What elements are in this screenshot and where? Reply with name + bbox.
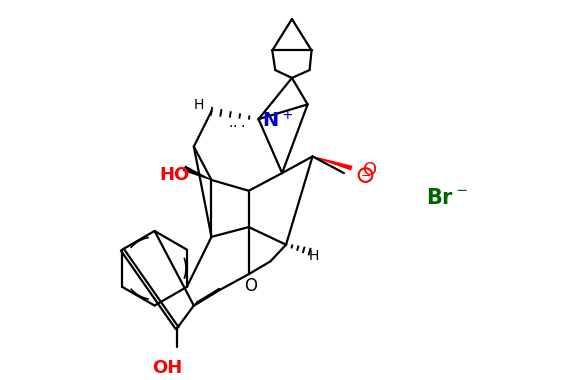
Text: $\cdot\!\cdot\!\cdot$: $\cdot\!\cdot\!\cdot$ xyxy=(228,118,245,132)
Text: $-$: $-$ xyxy=(360,169,371,182)
Text: O: O xyxy=(244,277,257,295)
Text: N$^+$: N$^+$ xyxy=(263,111,294,132)
Text: H: H xyxy=(308,249,319,263)
Text: Br$^-$: Br$^-$ xyxy=(426,188,468,207)
Polygon shape xyxy=(312,156,353,171)
Text: HO: HO xyxy=(159,166,190,184)
Polygon shape xyxy=(183,165,211,180)
Text: OH: OH xyxy=(152,359,183,377)
Text: $\mathregular{O}$: $\mathregular{O}$ xyxy=(362,161,377,179)
Text: H: H xyxy=(193,98,204,112)
